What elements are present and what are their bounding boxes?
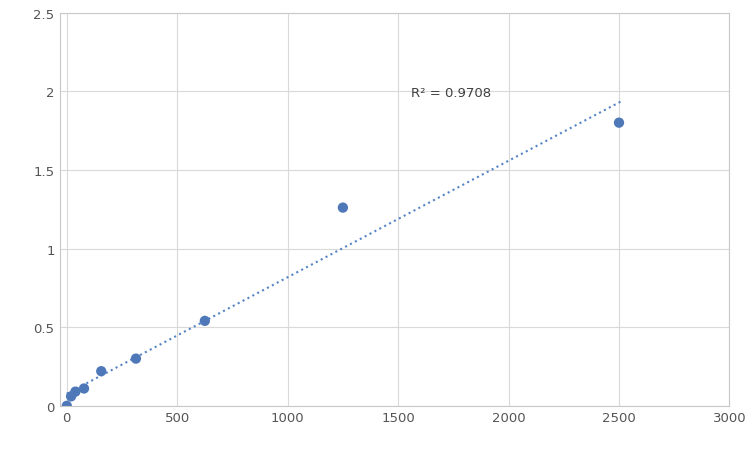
Text: R² = 0.9708: R² = 0.9708 <box>411 87 492 100</box>
Point <box>65 393 77 400</box>
Point <box>96 368 108 375</box>
Point <box>337 205 349 212</box>
Point <box>613 120 625 127</box>
Point <box>78 385 90 392</box>
Point <box>199 318 211 325</box>
Point <box>130 355 142 363</box>
Point <box>69 388 81 396</box>
Point <box>61 402 73 410</box>
